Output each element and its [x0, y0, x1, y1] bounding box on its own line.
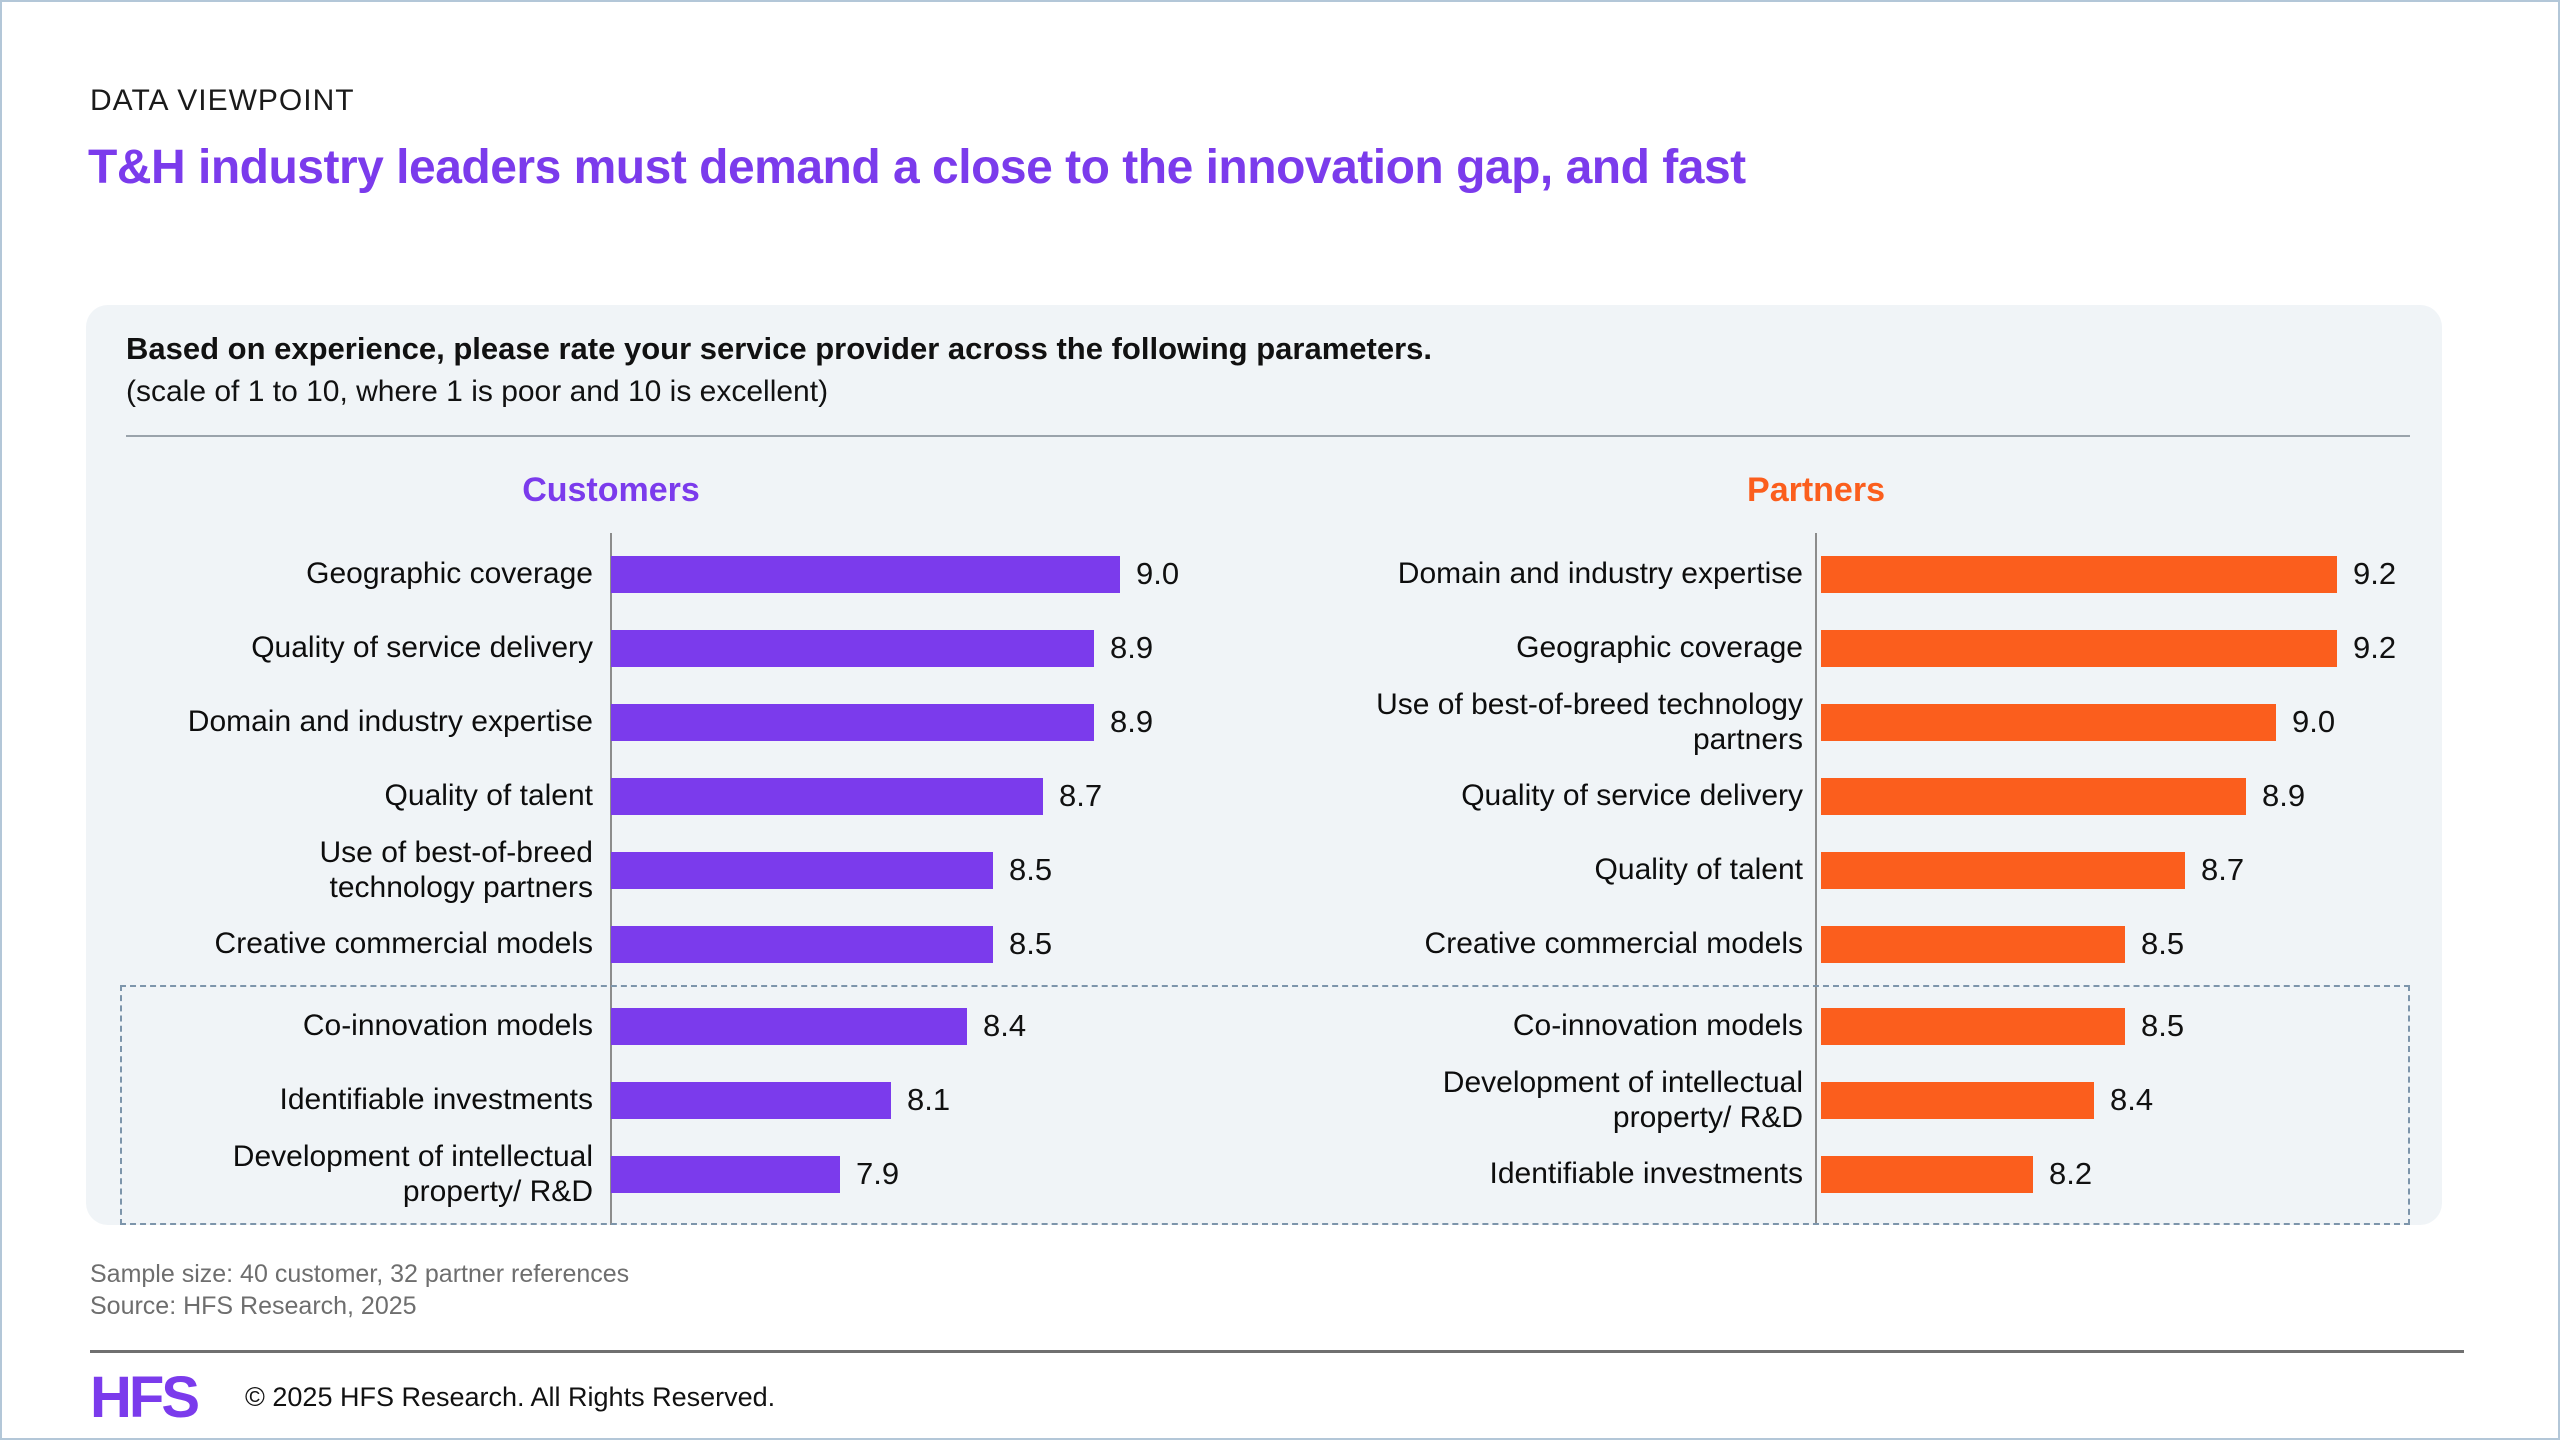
category-label: Use of best-of-breed technology partners — [319, 835, 593, 904]
bar-row: 8.7 — [611, 759, 1247, 833]
value-label: 9.0 — [1136, 556, 1180, 591]
value-label: 8.5 — [2141, 926, 2185, 961]
category-label: Identifiable investments — [1489, 1157, 1803, 1191]
bar — [1821, 555, 2337, 593]
footer: HFS © 2025 HFS Research. All Rights Rese… — [90, 1364, 775, 1431]
bar-row: 9.2 — [1821, 611, 2409, 685]
bar-row: 8.4 — [611, 989, 1247, 1063]
bar-row: 8.5 — [611, 833, 1247, 907]
category-label: Creative commercial models — [1424, 927, 1803, 961]
partners-axis-line — [1815, 533, 1817, 1225]
category-label: Quality of talent — [384, 779, 593, 813]
category-label: Geographic coverage — [306, 557, 593, 591]
bar-row: 8.9 — [611, 685, 1247, 759]
bar-row: 9.2 — [1821, 537, 2409, 611]
survey-question: Based on experience, please rate your se… — [126, 331, 1432, 366]
bar — [611, 703, 1094, 741]
value-label: 8.5 — [2141, 1008, 2185, 1043]
value-label: 8.9 — [1110, 630, 1154, 665]
bar — [611, 1155, 840, 1193]
charts-grid: Geographic coverage 9.0 Quality of service… — [126, 537, 2409, 1211]
chart-panel: Based on experience, please rate your se… — [86, 305, 2442, 1225]
value-label: 8.2 — [2049, 1156, 2093, 1191]
category-label: Quality of service delivery — [1461, 779, 1803, 813]
source-note: Source: HFS Research, 2025 — [90, 1292, 417, 1320]
value-label: 9.0 — [2292, 704, 2336, 739]
hfs-logo: HFS — [90, 1365, 200, 1430]
category-label: Development of intellectual property/ R&… — [1442, 1065, 1803, 1134]
bar-row: 9.0 — [611, 537, 1247, 611]
value-label: 9.2 — [2353, 630, 2397, 665]
bar — [611, 555, 1120, 593]
category-label: Quality of talent — [1594, 853, 1803, 887]
page-title: T&H industry leaders must demand a close… — [88, 141, 1746, 194]
category-label: Identifiable investments — [279, 1083, 593, 1117]
value-label: 8.9 — [1110, 704, 1154, 739]
bar-row: 8.4 — [1821, 1063, 2409, 1137]
value-label: 8.4 — [2110, 1082, 2154, 1117]
category-label: Domain and industry expertise — [1397, 557, 1803, 591]
eyebrow-label: DATA VIEWPOINT — [90, 84, 355, 117]
category-label: Co-innovation models — [1512, 1009, 1803, 1043]
bar-row: 7.9 — [611, 1137, 1247, 1211]
bar-row: 8.5 — [1821, 907, 2409, 981]
value-label: 8.4 — [983, 1008, 1027, 1043]
category-label: Use of best-of-breed technology partners — [1376, 687, 1803, 756]
bar-row: 9.0 — [1821, 685, 2409, 759]
value-label: 9.2 — [2353, 556, 2397, 591]
value-label: 8.7 — [1059, 778, 1103, 813]
value-label: 8.7 — [2201, 852, 2245, 887]
category-label: Geographic coverage — [1516, 631, 1803, 665]
bar — [1821, 925, 2125, 963]
bar — [1821, 1155, 2033, 1193]
bar-row: 8.7 — [1821, 833, 2409, 907]
bar-row: 8.1 — [611, 1063, 1247, 1137]
category-label: Quality of service delivery — [251, 631, 593, 665]
sample-size-note: Sample size: 40 customer, 32 partner ref… — [90, 1260, 630, 1288]
bar — [611, 1007, 967, 1045]
bar — [1821, 629, 2337, 667]
bar-row: 8.5 — [1821, 989, 2409, 1063]
innovation-highlight-box — [120, 985, 2410, 1225]
bar — [1821, 1081, 2094, 1119]
bar — [611, 851, 993, 889]
category-label: Domain and industry expertise — [187, 705, 593, 739]
bar-row: 8.5 — [611, 907, 1247, 981]
bar — [611, 1081, 891, 1119]
chart-title-customers: Customers — [522, 471, 700, 509]
bar — [1821, 777, 2246, 815]
bar-row: 8.2 — [1821, 1137, 2409, 1211]
value-label: 8.5 — [1009, 926, 1053, 961]
value-label: 8.9 — [2262, 778, 2306, 813]
bar — [611, 777, 1043, 815]
scale-note: (scale of 1 to 10, where 1 is poor and 1… — [126, 375, 829, 408]
bar — [1821, 1007, 2125, 1045]
copyright-text: © 2025 HFS Research. All Rights Reserved… — [245, 1382, 776, 1412]
chart-title-partners: Partners — [1747, 471, 1885, 509]
footer-divider — [90, 1350, 2464, 1353]
bar-row: 8.9 — [611, 611, 1247, 685]
panel-divider — [126, 435, 2410, 437]
value-label: 8.1 — [907, 1082, 951, 1117]
bar-row: 8.9 — [1821, 759, 2409, 833]
bar — [611, 629, 1094, 667]
bar — [611, 925, 993, 963]
bar — [1821, 851, 2185, 889]
category-label: Creative commercial models — [214, 927, 593, 961]
category-label: Co-innovation models — [302, 1009, 593, 1043]
value-label: 7.9 — [856, 1156, 900, 1191]
value-label: 8.5 — [1009, 852, 1053, 887]
bar — [1821, 703, 2276, 741]
category-label: Development of intellectual property/ R&… — [232, 1139, 593, 1208]
